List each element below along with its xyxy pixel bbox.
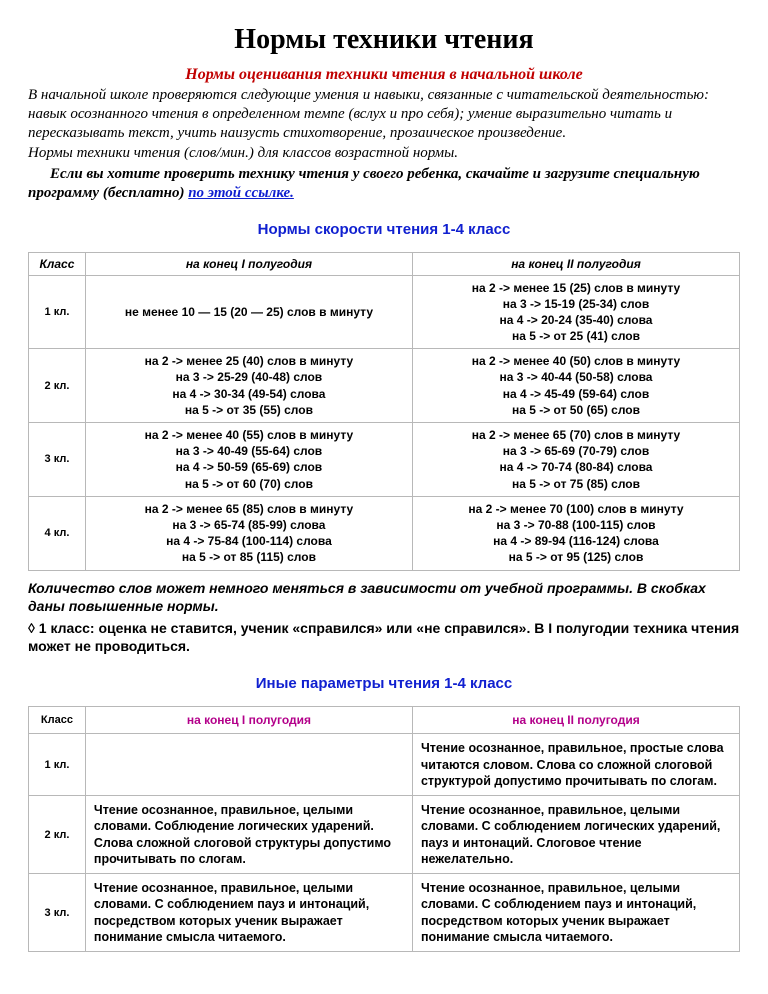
- row-class: 4 кл.: [29, 496, 86, 570]
- row-class: 1 кл.: [29, 275, 86, 349]
- col-class: Класс: [29, 707, 86, 734]
- params-table: Класс на конец I полугодия на конец II п…: [28, 706, 740, 952]
- row-c1: Чтение осознанное, правильное, целыми сл…: [85, 874, 412, 952]
- col-half1: на конец I полугодия: [85, 252, 412, 275]
- row-c2: Чтение осознанное, правильное, целыми сл…: [412, 796, 739, 874]
- table-row: 3 кл. на 2 -> менее 40 (55) слов в минут…: [29, 423, 740, 497]
- speed-norms-table: Класс на конец I полугодия на конец II п…: [28, 252, 740, 571]
- section1-title: Нормы скорости чтения 1-4 класс: [28, 221, 740, 238]
- col-half1: на конец I полугодия: [85, 707, 412, 734]
- row-c2: на 2 -> менее 70 (100) слов в минутуна 3…: [412, 496, 739, 570]
- table-row: 4 кл. на 2 -> менее 65 (85) слов в минут…: [29, 496, 740, 570]
- row-c1: [85, 734, 412, 796]
- row-c2: на 2 -> менее 65 (70) слов в минутуна 3 …: [412, 423, 739, 497]
- cta-text: Если вы хотите проверить технику чтения …: [28, 166, 700, 201]
- intro-line-2: Нормы техники чтения (слов/мин.) для кла…: [28, 144, 740, 163]
- intro-line-1: В начальной школе проверяются следующие …: [28, 86, 740, 142]
- row-class: 1 кл.: [29, 734, 86, 796]
- row-c2: Чтение осознанное, правильное, целыми сл…: [412, 874, 739, 952]
- section2-title: Иные параметры чтения 1-4 класс: [28, 675, 740, 692]
- row-c2: Чтение осознанное, правильное, простые с…: [412, 734, 739, 796]
- page-title: Нормы техники чтения: [28, 24, 740, 56]
- row-c1: на 2 -> менее 65 (85) слов в минутуна 3 …: [85, 496, 412, 570]
- note-1: Количество слов может немного меняться в…: [28, 579, 740, 615]
- row-c1: на 2 -> менее 25 (40) слов в минутуна 3 …: [85, 349, 412, 423]
- table-row: 1 кл. не менее 10 — 15 (20 — 25) слов в …: [29, 275, 740, 349]
- row-class: 2 кл.: [29, 349, 86, 423]
- cta-paragraph: Если вы хотите проверить технику чтения …: [28, 165, 740, 203]
- cta-link[interactable]: по этой ссылке.: [188, 185, 294, 201]
- row-c2: на 2 -> менее 40 (50) слов в минутуна 3 …: [412, 349, 739, 423]
- table-row: 3 кл. Чтение осознанное, правильное, цел…: [29, 874, 740, 952]
- row-class: 3 кл.: [29, 874, 86, 952]
- row-class: 2 кл.: [29, 796, 86, 874]
- row-c1: Чтение осознанное, правильное, целыми сл…: [85, 796, 412, 874]
- col-class: Класс: [29, 252, 86, 275]
- row-c2: на 2 -> менее 15 (25) слов в минутуна 3 …: [412, 275, 739, 349]
- row-class: 3 кл.: [29, 423, 86, 497]
- col-half2: на конец II полугодия: [412, 252, 739, 275]
- subtitle: Нормы оценивания техники чтения в началь…: [28, 66, 740, 84]
- note-2: ◊ 1 класс: оценка не ставится, ученик «с…: [28, 619, 740, 655]
- row-c1: на 2 -> менее 40 (55) слов в минутуна 3 …: [85, 423, 412, 497]
- row-c1: не менее 10 — 15 (20 — 25) слов в минуту: [85, 275, 412, 349]
- col-half2: на конец II полугодия: [412, 707, 739, 734]
- table-row: 2 кл. Чтение осознанное, правильное, цел…: [29, 796, 740, 874]
- table-row: 2 кл. на 2 -> менее 25 (40) слов в минут…: [29, 349, 740, 423]
- table-row: 1 кл. Чтение осознанное, правильное, про…: [29, 734, 740, 796]
